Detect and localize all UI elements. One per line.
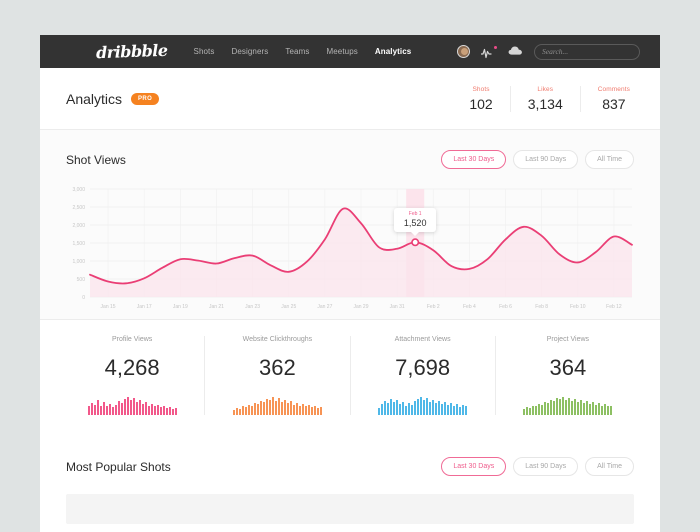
filter-all-time[interactable]: All Time bbox=[585, 457, 634, 476]
popular-shots-header: Most Popular Shots Last 30 Days Last 90 … bbox=[40, 437, 660, 476]
stat-likes: Likes 3,134 bbox=[511, 85, 581, 112]
metrics-row: Profile Views 4,268 Website Clickthrough… bbox=[40, 320, 660, 437]
filter-last-30-days[interactable]: Last 30 Days bbox=[441, 150, 507, 169]
svg-text:Jan 23: Jan 23 bbox=[245, 304, 260, 310]
stat-comments-label: Comments bbox=[597, 85, 630, 93]
sparkline-profile-views bbox=[66, 395, 198, 415]
svg-text:1,000: 1,000 bbox=[72, 259, 85, 265]
stat-shots: Shots 102 bbox=[452, 85, 511, 112]
nav-link-shots[interactable]: Shots bbox=[193, 47, 215, 56]
svg-text:3,000: 3,000 bbox=[72, 187, 85, 193]
shot-views-section: Shot Views Last 30 Days Last 90 Days All… bbox=[40, 130, 660, 320]
svg-text:Feb 8: Feb 8 bbox=[535, 304, 548, 310]
metric-value: 7,698 bbox=[395, 355, 451, 380]
stat-likes-label: Likes bbox=[537, 85, 554, 93]
shot-views-title: Shot Views bbox=[66, 152, 126, 167]
metric-label: Attachment Views bbox=[394, 336, 451, 343]
svg-text:2,000: 2,000 bbox=[72, 223, 85, 229]
shot-views-line-chart[interactable]: 0 500 1,000 1,500 2,000 2,500 3,000 Jan 15 Jan 1… bbox=[60, 183, 640, 313]
svg-text:500: 500 bbox=[77, 277, 86, 283]
shot-views-chart[interactable]: 0 500 1,000 1,500 2,000 2,500 3,000 Jan 15 Jan 1… bbox=[40, 169, 660, 319]
svg-text:Jan 25: Jan 25 bbox=[281, 304, 296, 310]
popular-shots-title: Most Popular Shots bbox=[66, 459, 171, 474]
shot-views-header: Shot Views Last 30 Days Last 90 Days All… bbox=[40, 130, 660, 169]
activity-pulse-icon[interactable] bbox=[480, 45, 497, 58]
metric-label: Website Clickthroughs bbox=[242, 336, 313, 343]
metric-label: Profile Views bbox=[111, 336, 153, 343]
svg-text:Feb 10: Feb 10 bbox=[570, 304, 586, 310]
svg-text:2,500: 2,500 bbox=[72, 205, 85, 211]
filter-last-30-days[interactable]: Last 30 Days bbox=[441, 457, 507, 476]
nav-right-group bbox=[457, 43, 646, 61]
nav-link-designers[interactable]: Designers bbox=[231, 47, 269, 56]
popular-shots-filters: Last 30 Days Last 90 Days All Time bbox=[441, 457, 634, 476]
page-title: Analytics bbox=[66, 90, 123, 107]
sparkline-project-views bbox=[502, 395, 634, 415]
tooltip-date: Feb 1 bbox=[408, 211, 422, 218]
svg-text:0: 0 bbox=[82, 295, 85, 301]
search-input[interactable] bbox=[542, 47, 633, 56]
svg-text:Feb 6: Feb 6 bbox=[499, 304, 512, 310]
svg-text:Jan 17: Jan 17 bbox=[137, 304, 152, 310]
filter-all-time[interactable]: All Time bbox=[585, 150, 634, 169]
chart-tooltip: Feb 1 1,520 bbox=[394, 208, 437, 237]
notification-dot bbox=[493, 45, 497, 49]
nav-link-teams[interactable]: Teams bbox=[285, 47, 310, 56]
metric-value: 364 bbox=[549, 355, 587, 380]
popular-shots-section: Most Popular Shots Last 30 Days Last 90 … bbox=[40, 437, 660, 532]
stat-shots-label: Shots bbox=[472, 85, 490, 93]
user-avatar[interactable] bbox=[457, 45, 470, 58]
page-header: Analytics PRO Shots 102 Likes 3,134 Comm… bbox=[40, 68, 660, 130]
metric-project-views: Project Views 364 bbox=[496, 336, 640, 415]
svg-text:Feb 4: Feb 4 bbox=[463, 304, 476, 310]
tooltip-value: 1,520 bbox=[403, 218, 427, 229]
top-navbar: dribbble Shots Designers Teams Meetups A… bbox=[40, 35, 660, 68]
header-stats: Shots 102 Likes 3,134 Comments 837 bbox=[452, 85, 634, 112]
metric-profile-views: Profile Views 4,268 bbox=[60, 336, 206, 415]
svg-text:1,500: 1,500 bbox=[72, 241, 85, 247]
metric-label: Project Views bbox=[546, 336, 590, 343]
filter-last-90-days[interactable]: Last 90 Days bbox=[513, 150, 579, 169]
svg-text:Feb 12: Feb 12 bbox=[606, 304, 622, 310]
stat-comments: Comments 837 bbox=[581, 86, 634, 112]
nav-link-meetups[interactable]: Meetups bbox=[326, 47, 358, 56]
main-nav: Shots Designers Teams Meetups Analytics bbox=[194, 47, 412, 56]
svg-text:Jan 19: Jan 19 bbox=[173, 304, 188, 310]
shot-list-item[interactable] bbox=[66, 494, 634, 524]
metric-website-clickthroughs: Website Clickthroughs 362 bbox=[205, 336, 351, 415]
metric-value: 4,268 bbox=[104, 355, 160, 380]
svg-text:Jan 21: Jan 21 bbox=[209, 304, 224, 310]
cloud-upload-icon[interactable] bbox=[508, 43, 523, 61]
filter-last-90-days[interactable]: Last 90 Days bbox=[513, 457, 579, 476]
stat-shots-value: 102 bbox=[469, 95, 493, 112]
pro-badge: PRO bbox=[131, 92, 160, 105]
svg-text:Jan 31: Jan 31 bbox=[390, 304, 405, 310]
shot-views-filters: Last 30 Days Last 90 Days All Time bbox=[441, 150, 634, 169]
metric-attachment-views: Attachment Views 7,698 bbox=[351, 336, 496, 415]
app-window: dribbble Shots Designers Teams Meetups A… bbox=[40, 35, 660, 532]
stat-likes-value: 3,134 bbox=[527, 95, 563, 112]
metric-value: 362 bbox=[259, 355, 296, 380]
stat-comments-value: 837 bbox=[602, 95, 626, 112]
dribbble-logo[interactable]: dribbble bbox=[95, 40, 168, 63]
svg-text:Feb 2: Feb 2 bbox=[427, 304, 440, 310]
search-box[interactable] bbox=[534, 43, 640, 60]
nav-link-analytics[interactable]: Analytics bbox=[374, 47, 412, 56]
sparkline-website-clickthroughs bbox=[211, 395, 343, 415]
svg-text:Jan 29: Jan 29 bbox=[353, 304, 368, 310]
svg-text:Jan 27: Jan 27 bbox=[317, 304, 332, 310]
svg-text:Jan 15: Jan 15 bbox=[101, 304, 116, 310]
sparkline-attachment-views bbox=[357, 395, 489, 415]
